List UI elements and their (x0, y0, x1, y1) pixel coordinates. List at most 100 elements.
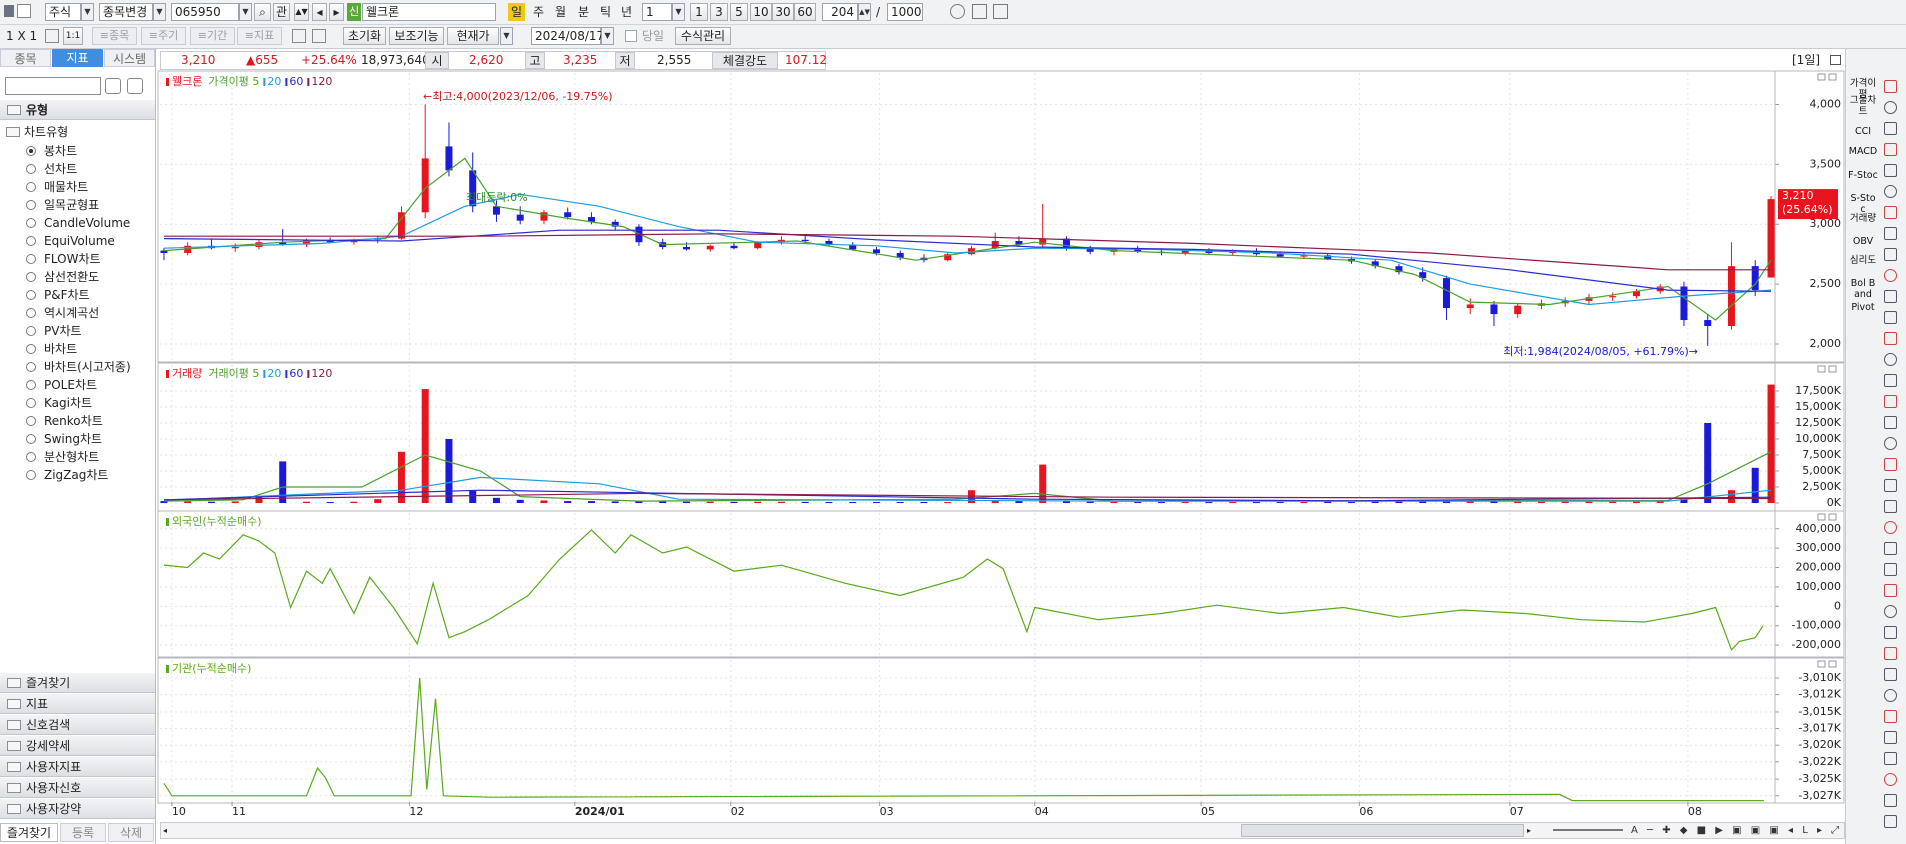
chart-type-item[interactable]: Swing차트 (26, 431, 102, 447)
tool-icon[interactable] (1884, 227, 1897, 240)
indicator-shortcut[interactable]: F-Stoc (1848, 170, 1878, 181)
chart-type-item[interactable]: 바차트 (26, 341, 77, 357)
tab[interactable]: 시스템 (104, 49, 155, 67)
dropdown-arrow[interactable]: ▼ (601, 27, 614, 45)
ratio-button[interactable]: 1:1 (63, 27, 83, 45)
chart-type-item[interactable]: FLOW차트 (26, 251, 101, 267)
indicator-shortcut[interactable]: MACD (1848, 146, 1878, 157)
tool-icon[interactable] (1884, 458, 1897, 471)
period-button[interactable]: 주 (532, 5, 545, 19)
reset-button[interactable]: 초기화 (343, 27, 386, 45)
radio[interactable] (26, 416, 36, 426)
dropdown-arrow[interactable]: ▼ (81, 3, 94, 21)
tab[interactable]: 지표 (52, 49, 103, 67)
zoom-slider[interactable] (1553, 829, 1623, 831)
tool-icon[interactable] (1884, 584, 1897, 597)
interval-button[interactable]: 60 (794, 3, 816, 21)
checkbox[interactable] (625, 30, 637, 42)
radio[interactable] (26, 164, 36, 174)
chart-type-item[interactable]: P&F차트 (26, 287, 90, 303)
chart-type-item[interactable]: EquiVolume (26, 233, 115, 249)
chart-type-item[interactable]: PV차트 (26, 323, 82, 339)
chart-type-item[interactable]: CandleVolume (26, 215, 130, 231)
tool-icon[interactable] (1884, 815, 1897, 828)
tool-icon[interactable] (1884, 353, 1897, 366)
tool-icon[interactable] (1884, 521, 1897, 534)
tool-icon[interactable] (993, 4, 1008, 19)
tool-icon[interactable] (972, 4, 987, 19)
radio[interactable] (26, 362, 36, 372)
maximize-icon[interactable] (1830, 55, 1841, 65)
indicator-shortcut[interactable]: 심리도 (1849, 255, 1877, 266)
section-header[interactable]: 지표 (0, 694, 155, 714)
interval-button[interactable]: 30 (772, 3, 794, 21)
radio[interactable] (26, 182, 36, 192)
aux-button[interactable]: 보조기능 (389, 27, 444, 45)
bottom-button[interactable]: 즐겨찾기 (0, 823, 58, 842)
interval-button[interactable]: 3 (710, 3, 728, 21)
indicator-shortcut[interactable]: S-Stoc (1850, 193, 1876, 215)
interval-button[interactable]: 5 (730, 3, 748, 21)
radio[interactable] (26, 398, 36, 408)
section-header[interactable]: 신호검색 (0, 715, 155, 735)
section-header[interactable]: 강세약세 (0, 736, 155, 756)
won-icon[interactable] (312, 29, 326, 43)
indicator-shortcut[interactable]: 그물차트 (1849, 95, 1877, 117)
indicator-shortcut[interactable]: 거래량 (1849, 213, 1877, 224)
tool-icon[interactable] (1884, 311, 1897, 324)
scroll-right[interactable]: ▸ (1527, 826, 1532, 835)
dropdown-arrow[interactable]: ▼ (500, 27, 513, 45)
radio[interactable] (26, 236, 36, 246)
scroll-left[interactable]: ◂ (163, 826, 168, 835)
tool-icon[interactable] (1884, 101, 1897, 114)
group-header[interactable]: 유형 (0, 100, 155, 120)
tool-icon[interactable] (1884, 605, 1897, 618)
scrollbar[interactable]: ◂ ▸ A ─ ✚ ◆ ■ ▶ ▣ ▣ ▣ ◂ L ▸ ⤢ (160, 822, 1845, 839)
refresh-icon[interactable] (105, 78, 121, 94)
section-header[interactable]: 사용자지표 (0, 757, 155, 777)
date-combo[interactable]: 2024/08/17 (531, 27, 604, 45)
indicator-shortcut[interactable]: OBV (1852, 236, 1874, 247)
tool-icon[interactable] (1884, 185, 1897, 198)
tool-icon[interactable] (1884, 794, 1897, 807)
market-combo[interactable]: 주식 (45, 3, 81, 21)
spin-button[interactable]: ▲▼ (294, 3, 309, 21)
radio[interactable] (26, 380, 36, 390)
layout-button[interactable]: 1 X 1 (6, 29, 38, 43)
chart-type-item[interactable]: 삼선전환도 (26, 269, 99, 285)
tool-icon[interactable] (1884, 542, 1897, 555)
spin-button[interactable]: ▲▼ (858, 3, 871, 21)
nav-icon[interactable] (17, 4, 31, 18)
chart-type-item[interactable]: Kagi차트 (26, 395, 92, 411)
tool-icon[interactable] (1884, 122, 1897, 135)
tool-icon[interactable] (1884, 689, 1897, 702)
tool-icon[interactable] (1884, 479, 1897, 492)
tool-icon[interactable] (1884, 668, 1897, 681)
scroll-thumb[interactable] (1241, 824, 1524, 837)
indicator-shortcut[interactable]: Pivot (1851, 302, 1875, 313)
tool-icon[interactable] (1884, 395, 1897, 408)
tool-icon[interactable] (1884, 437, 1897, 450)
search-input[interactable] (5, 77, 101, 95)
tool-icon[interactable] (1884, 164, 1897, 177)
tool-icon[interactable] (1884, 143, 1897, 156)
section-header[interactable]: 사용자강약 (0, 799, 155, 819)
dropdown-arrow[interactable]: ▼ (672, 3, 685, 21)
chart-type-item[interactable]: 봉차트 (26, 143, 77, 159)
tool-icon[interactable] (1884, 206, 1897, 219)
chart-type-item[interactable]: 선차트 (26, 161, 77, 177)
chart-type-item[interactable]: ZigZag차트 (26, 467, 108, 483)
radio[interactable] (26, 308, 36, 318)
bottom-button[interactable]: 등록 (60, 823, 106, 842)
radio[interactable] (26, 272, 36, 282)
chart-type-item[interactable]: 역시계곡선 (26, 305, 99, 321)
price-type-button[interactable]: 현재가 (447, 27, 499, 45)
period-button[interactable]: 년 (620, 5, 633, 19)
settings-icon[interactable] (950, 4, 965, 19)
radio[interactable] (26, 254, 36, 264)
indicator-shortcut[interactable]: CCI (1854, 126, 1872, 137)
radio[interactable] (26, 200, 36, 210)
scroll-tools[interactable]: A ─ ✚ ◆ ■ ▶ ▣ ▣ ▣ ◂ L ▸ ⤢ (1631, 825, 1843, 836)
radio[interactable] (26, 452, 36, 462)
indicator-shortcut[interactable]: Bol Band (1850, 278, 1876, 300)
